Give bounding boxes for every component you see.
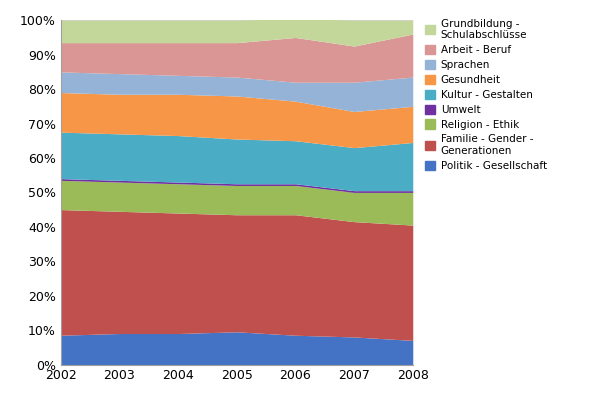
Legend: Grundbildung -
Schulabschlüsse, Arbeit - Beruf, Sprachen, Gesundheit, Kultur - G: Grundbildung - Schulabschlüsse, Arbeit -… [425, 19, 547, 171]
